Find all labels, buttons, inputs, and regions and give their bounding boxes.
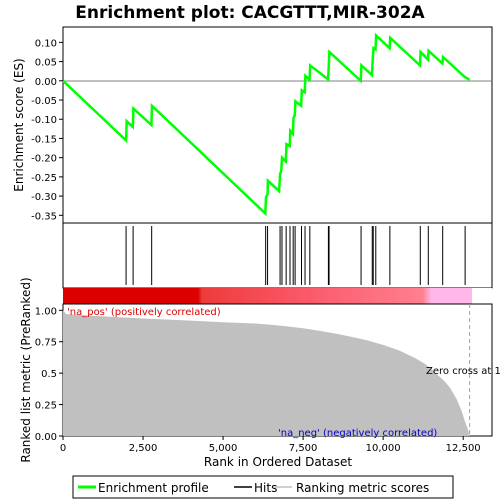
zero-cross-label: Zero cross at 12701 xyxy=(426,366,500,377)
es-ytick-label: -0.10 xyxy=(31,115,57,126)
es-ytick-label: -0.30 xyxy=(31,192,57,203)
es-ytick-label: -0.20 xyxy=(31,154,57,165)
legend-label-enrichment-profile: Enrichment profile xyxy=(98,481,209,495)
ranking-metric-area xyxy=(63,310,470,436)
xtick-label: 5,000 xyxy=(209,443,238,454)
color-bar xyxy=(63,288,472,304)
metric-ytick-label: 0.75 xyxy=(35,338,57,349)
es-ytick-label: 0.10 xyxy=(35,38,57,49)
chart-title: Enrichment plot: CACGTTT,MIR-302A xyxy=(75,3,425,23)
metric-ytick-label: 0.00 xyxy=(35,432,57,443)
neg-label: 'na_neg' (negatively correlated) xyxy=(278,428,437,439)
enrichment-profile-line xyxy=(62,32,471,217)
metric-ytick-label: 0.5 xyxy=(41,369,57,380)
es-ytick-label: 0.00 xyxy=(35,77,57,88)
legend-label-ranking-metric-scores: Ranking metric scores xyxy=(296,481,429,495)
xtick-label: 2,500 xyxy=(129,443,158,454)
hits-panel-frame xyxy=(62,222,493,289)
pos-label: 'na_pos' (positively correlated) xyxy=(67,307,221,318)
es-ytick-label: -0.15 xyxy=(31,134,57,145)
es-ytick-label: -0.25 xyxy=(31,173,57,184)
xtick-label: 10,000 xyxy=(366,443,401,454)
metric-ytick-label: 0.25 xyxy=(35,401,57,412)
xtick-label: 12,500 xyxy=(446,443,481,454)
metric-ytick-label: 1.00 xyxy=(35,306,57,317)
xtick-label: 0 xyxy=(60,443,66,454)
legend-label-hits: Hits xyxy=(254,481,277,495)
metric-ylabel: Ranked list metric (PreRanked) xyxy=(19,277,33,462)
metric-xlabel: Rank in Ordered Dataset xyxy=(204,455,352,469)
es-ytick-label: -0.05 xyxy=(31,96,57,107)
es-ylabel: Enrichment score (ES) xyxy=(12,58,26,191)
es-ytick-label: 0.05 xyxy=(35,58,57,69)
xtick-label: 7,500 xyxy=(289,443,318,454)
es-ytick-label: -0.35 xyxy=(31,211,57,222)
hits-panel-spacer xyxy=(472,288,492,304)
legend-box xyxy=(72,475,454,499)
